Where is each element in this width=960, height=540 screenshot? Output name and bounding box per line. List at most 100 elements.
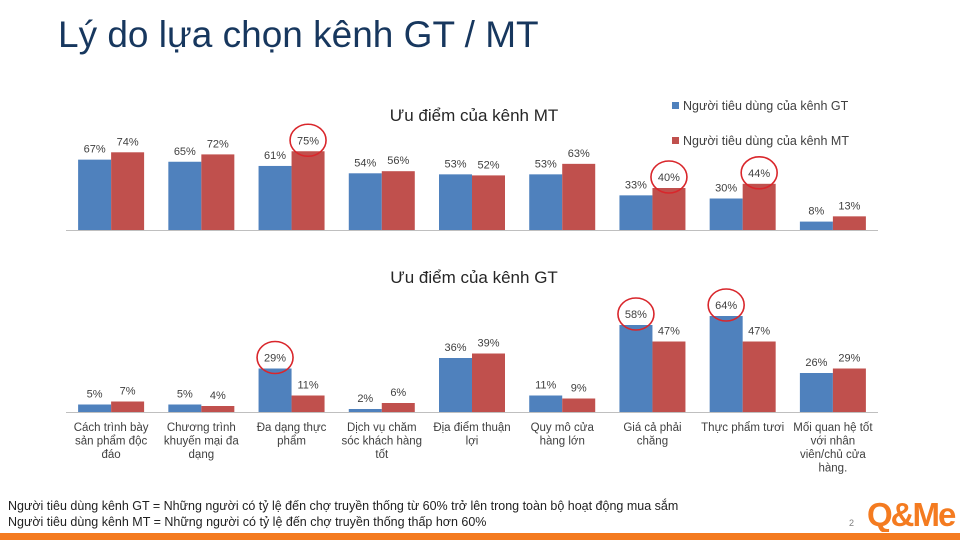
chart-1-data-label-series1-cat2: 11% (297, 380, 318, 392)
chart-0-bar-series0-cat3 (348, 173, 382, 230)
chart-0-data-label-series0-cat5: 53% (535, 158, 557, 170)
category-label-6: Giá cả phải chăng (623, 422, 681, 448)
bottom-accent-bar (0, 533, 960, 540)
chart-0-bar-series1-cat5 (562, 163, 596, 230)
chart-0-bar-series1-cat2 (291, 151, 325, 230)
category-label-1: Chương trình khuyến mại đa dạng (164, 422, 239, 461)
chart-0-highlight-circle-0 (289, 123, 327, 158)
page-number: 2 (849, 518, 855, 528)
chart-1-data-label-series0-cat2: 29% (264, 353, 286, 365)
chart-1-bar-series1-cat7 (742, 341, 776, 412)
chart-0-data-label-series0-cat3: 54% (354, 157, 376, 169)
chart-1-bar-series1-cat2 (291, 395, 325, 412)
chart-1-bar-series0-cat0 (78, 404, 112, 412)
chart-1-bar-series0-cat2 (258, 368, 292, 412)
category-label-2: Đa dạng thực phẩm (257, 422, 327, 448)
chart-1-data-label-series1-cat8: 29% (838, 353, 860, 365)
chart-0-data-label-series0-cat4: 53% (444, 158, 466, 170)
chart-0-data-label-series0-cat8: 8% (808, 206, 824, 218)
bar-charts: Ưu điểm của kênh MT 67% 74% 65% 72% 61% 75% 54%… (66, 99, 878, 475)
chart-0-data-label-series0-cat0: 67% (84, 144, 106, 156)
chart-0-bar-series1-cat1 (201, 154, 235, 230)
chart-1-data-label-series0-cat0: 5% (87, 389, 103, 401)
chart-1-data-label-series0-cat6: 58% (625, 309, 647, 321)
chart-1-data-label-series1-cat0: 7% (120, 386, 136, 398)
chart-1-bar-series0-cat5 (529, 395, 563, 412)
chart-1-highlight-circle-0 (256, 340, 294, 375)
category-label-8: Mối quan hệ tốt với nhân viên/chủ cửa hàng. (793, 422, 873, 475)
logo-text: Q&Me (867, 496, 956, 532)
chart-0-bar-series0-cat4 (439, 174, 472, 230)
chart-0-data-label-series1-cat2: 75% (297, 135, 319, 147)
chart-0-bar-series0-cat0 (78, 159, 112, 230)
chart-0-data-label-series1-cat1: 72% (207, 138, 229, 150)
chart-0-data-label-series0-cat2: 61% (264, 150, 286, 162)
category-label-4: Địa điểm thuận lợi (433, 422, 510, 448)
chart-1-bar-series0-cat1 (168, 404, 202, 412)
footnote-gt-definition: Người tiêu dùng kênh GT = Những người có… (8, 499, 679, 513)
chart-1-bar-series0-cat3 (348, 409, 382, 412)
category-label-3: Dịch vụ chăm sóc khách hàng tốt (341, 422, 422, 461)
chart-0-data-label-series1-cat6: 40% (658, 172, 680, 184)
chart-1-data-label-series1-cat7: 47% (748, 326, 770, 338)
chart-0-bar-series0-cat6 (619, 195, 653, 230)
chart-0-data-label-series0-cat6: 33% (625, 179, 647, 191)
chart-1-bar-series0-cat6 (619, 325, 653, 412)
chart-0-data-label-series1-cat3: 56% (387, 155, 409, 167)
chart-0-bar-series1-cat4 (472, 175, 505, 230)
chart-1-data-label-series1-cat3: 6% (390, 387, 406, 399)
qandme-logo: Q&Me (867, 496, 958, 532)
chart-1-data-label-series0-cat7: 64% (715, 300, 737, 312)
chart-0-bar-series1-cat8 (832, 216, 866, 230)
chart-1-bar-series1-cat3 (381, 403, 415, 412)
chart-0-highlight-circle-2 (740, 156, 778, 190)
chart-1-data-label-series0-cat3: 2% (357, 393, 373, 405)
chart-1-highlight-circle-1 (617, 297, 655, 331)
chart-1-bar-series1-cat4 (472, 353, 505, 412)
chart-1-data-label-series0-cat5: 11% (535, 380, 556, 392)
category-label-5: Quy mô cửa hàng lớn (531, 422, 595, 448)
chart-0-bar-series0-cat7 (709, 198, 743, 230)
chart-1-bar-series1-cat1 (201, 406, 235, 412)
footnote-mt-definition: Người tiêu dùng kênh MT = Những người có… (8, 515, 487, 529)
chart-0-bar-series0-cat8 (799, 221, 833, 230)
chart-1-data-label-series0-cat8: 26% (805, 357, 827, 369)
page-title: Lý do lựa chọn kênh GT / MT (58, 14, 539, 55)
chart-1-bar-series0-cat7 (709, 316, 743, 412)
chart-0-data-label-series0-cat7: 30% (715, 183, 737, 195)
chart-0-data-label-series1-cat4: 52% (477, 159, 499, 171)
legend-label-0: Người tiêu dùng của kênh GT (683, 99, 849, 113)
chart-1-bar-series1-cat0 (111, 401, 145, 412)
chart-1-data-label-series1-cat6: 47% (658, 326, 680, 338)
chart-0-data-label-series1-cat8: 13% (838, 200, 860, 212)
chart-1-bar-series1-cat5 (562, 398, 596, 412)
chart-0-data-label-series1-cat7: 44% (748, 168, 770, 180)
chart-0-bar-series0-cat2 (258, 165, 292, 230)
chart-0-bar-series1-cat7 (742, 183, 776, 230)
chart-1-data-label-series1-cat1: 4% (210, 390, 226, 402)
chart-1-title: Ưu điểm của kênh GT (390, 268, 558, 287)
chart-1-data-label-series1-cat4: 39% (477, 338, 499, 350)
chart-0-data-label-series1-cat0: 74% (117, 136, 139, 148)
chart-0-bar-series1-cat0 (111, 152, 145, 230)
chart-1-bar-series1-cat6 (652, 341, 686, 412)
legend-swatch-0 (672, 102, 679, 109)
chart-1-data-label-series0-cat1: 5% (177, 389, 193, 401)
category-label-0: Cách trình bày sản phẩm độc đáo (74, 422, 149, 461)
chart-1-data-label-series1-cat5: 9% (571, 383, 587, 395)
legend-label-1: Người tiêu dùng của kênh MT (683, 134, 849, 148)
chart-0-bar-series0-cat1 (168, 161, 202, 230)
chart-1-highlight-circle-2 (707, 288, 745, 322)
legend-swatch-1 (672, 137, 679, 144)
chart-0-title: Ưu điểm của kênh MT (390, 106, 559, 125)
chart-0-bar-series1-cat3 (381, 171, 415, 230)
chart-1-bar-series1-cat8 (832, 368, 866, 412)
chart-0-data-label-series0-cat1: 65% (174, 146, 196, 158)
chart-0-bar-series0-cat5 (529, 174, 563, 230)
chart-1-bar-series0-cat8 (799, 373, 833, 412)
category-label-7: Thực phẩm tươi (701, 422, 784, 434)
chart-1-data-label-series0-cat4: 36% (444, 342, 466, 354)
chart-0-highlight-circle-1 (650, 160, 688, 194)
chart-0-data-label-series1-cat5: 63% (568, 148, 590, 160)
chart-0-bar-series1-cat6 (652, 188, 686, 230)
